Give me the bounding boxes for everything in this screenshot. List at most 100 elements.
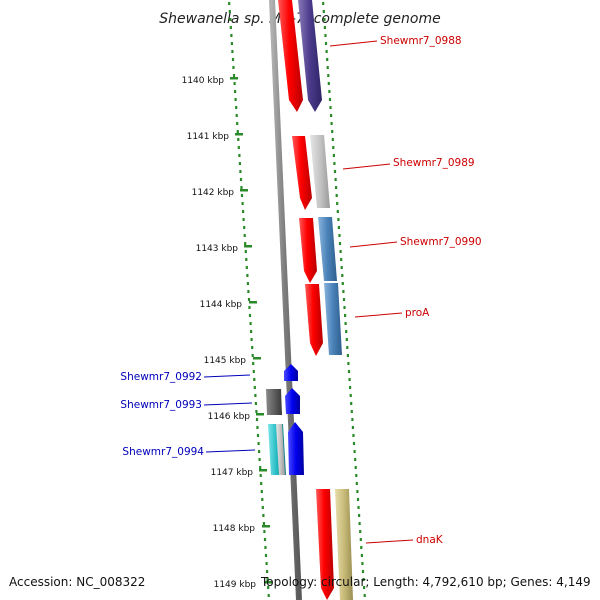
cds-feature[interactable] [266, 389, 282, 415]
ruler-dot [326, 66, 329, 69]
ruler-dot [241, 202, 244, 205]
ruler-dot [234, 90, 237, 93]
leader-line [342, 163, 391, 170]
ruler-dot [363, 586, 366, 589]
ruler-dot [335, 186, 338, 189]
ruler-dot [239, 178, 243, 181]
ruler-dot [257, 442, 260, 445]
ruler-dot [261, 498, 264, 501]
ruler-dot [239, 170, 242, 173]
ruler-dot [322, 10, 325, 13]
ruler-dot [356, 490, 359, 493]
ruler-dot [247, 298, 251, 301]
cds-feature[interactable] [299, 218, 317, 283]
ruler-dot [254, 402, 257, 405]
gene-feature-shewmr7-0993[interactable] [285, 388, 300, 414]
ruler-dot [248, 306, 251, 309]
ruler-dot [347, 370, 351, 373]
reverse-strand-genes [266, 364, 304, 475]
ruler-dot [231, 50, 234, 53]
cds-feature[interactable] [278, 0, 303, 112]
cds-feature[interactable] [292, 136, 312, 210]
leader-line [203, 402, 253, 406]
ruler-dot [256, 426, 259, 429]
gene-label-shewmr7-0993[interactable]: Shewmr7_0993 [120, 399, 202, 411]
tick: 1143 kbp [196, 244, 252, 254]
ruler-dot [242, 210, 245, 213]
ruler-dot [258, 458, 261, 461]
ruler-dot [253, 378, 256, 381]
ruler-dot [324, 42, 328, 45]
gene-label-shewmr7-0994[interactable]: Shewmr7_0994 [122, 446, 204, 458]
gene-label-dnaK[interactable]: dnaK [416, 534, 444, 546]
ruler-dot [345, 330, 348, 333]
ruler-dot [260, 482, 263, 485]
tick: 1140 kbp [182, 76, 238, 86]
gene-feature-shewmr7-0994[interactable] [288, 422, 304, 475]
ruler-dot [346, 354, 349, 357]
ruler-dot [337, 226, 340, 229]
gene-label-shewmr7-0990[interactable]: Shewmr7_0990 [400, 236, 482, 248]
tick-label: 1149 kbp [214, 580, 257, 590]
ruler-dot [267, 586, 270, 589]
ruler-dot [259, 466, 262, 469]
tick: 1142 kbp [192, 188, 248, 198]
forward-strand-genes [278, 0, 353, 600]
ruler-dot [335, 194, 338, 197]
gene-feature-dnaK[interactable] [335, 489, 353, 600]
ruler-dot [244, 250, 247, 253]
ruler-dot [323, 26, 326, 29]
tick-label: 1148 kbp [213, 524, 256, 534]
ruler-dot [264, 554, 268, 557]
gene-feature-proA[interactable] [324, 283, 342, 355]
gene-feature-shewmr7-0988[interactable] [298, 0, 322, 112]
gene-feature-shewmr7-0990[interactable] [318, 217, 337, 281]
ruler-dot [234, 98, 237, 101]
ruler-dot [359, 530, 362, 533]
ruler-dot [246, 282, 249, 285]
ruler-dot [342, 290, 345, 293]
ruler-dot [259, 474, 262, 477]
gene-label-shewmr7-0988[interactable]: Shewmr7_0988 [380, 35, 462, 47]
ruler-dot [348, 378, 351, 381]
ruler-dot [258, 450, 261, 453]
leader-line [365, 539, 414, 544]
ruler-dot [351, 426, 354, 429]
tick: 1141 kbp [187, 132, 243, 142]
cds-feature[interactable] [276, 424, 285, 475]
gene-label-proA[interactable]: proA [405, 307, 430, 319]
ruler-dot [238, 154, 241, 157]
ruler-dot [229, 26, 232, 29]
cds-feature[interactable] [305, 284, 323, 356]
tick-label: 1143 kbp [196, 244, 239, 254]
ruler-dot [235, 114, 238, 117]
ruler-dot [267, 594, 270, 597]
ruler-dot [245, 266, 248, 269]
ruler-dot [230, 42, 233, 45]
tick: 1148 kbp [213, 524, 270, 534]
ruler-dot [244, 242, 247, 245]
ruler-dot [236, 122, 239, 125]
cds-feature[interactable] [316, 489, 334, 600]
ruler-dot [328, 90, 331, 93]
backbone-strand [269, 0, 302, 600]
ruler-dot [357, 506, 360, 509]
ruler-dot [355, 474, 358, 477]
ruler-dot [333, 170, 337, 173]
ruler-dot [361, 562, 364, 565]
gene-label-shewmr7-0989[interactable]: Shewmr7_0989 [393, 157, 475, 169]
ruler-dot [337, 218, 340, 221]
tick-label: 1145 kbp [204, 356, 247, 366]
leader-line [354, 312, 403, 318]
ruler-dot [245, 258, 248, 261]
ruler-dot [349, 394, 352, 397]
gene-label-shewmr7-0992[interactable]: Shewmr7_0992 [120, 371, 202, 383]
ruler-dot [250, 330, 253, 333]
gene-feature-shewmr7-0992[interactable] [284, 364, 298, 381]
ruler-dot [265, 562, 268, 565]
ruler-dot [340, 258, 343, 261]
gene-labels: Shewmr7_0988 Shewmr7_0989 Shewmr7_0990 p… [120, 35, 481, 546]
ruler-dot [325, 50, 328, 53]
gene-feature-shewmr7-0989[interactable] [310, 135, 330, 208]
ruler-dot [329, 106, 332, 109]
